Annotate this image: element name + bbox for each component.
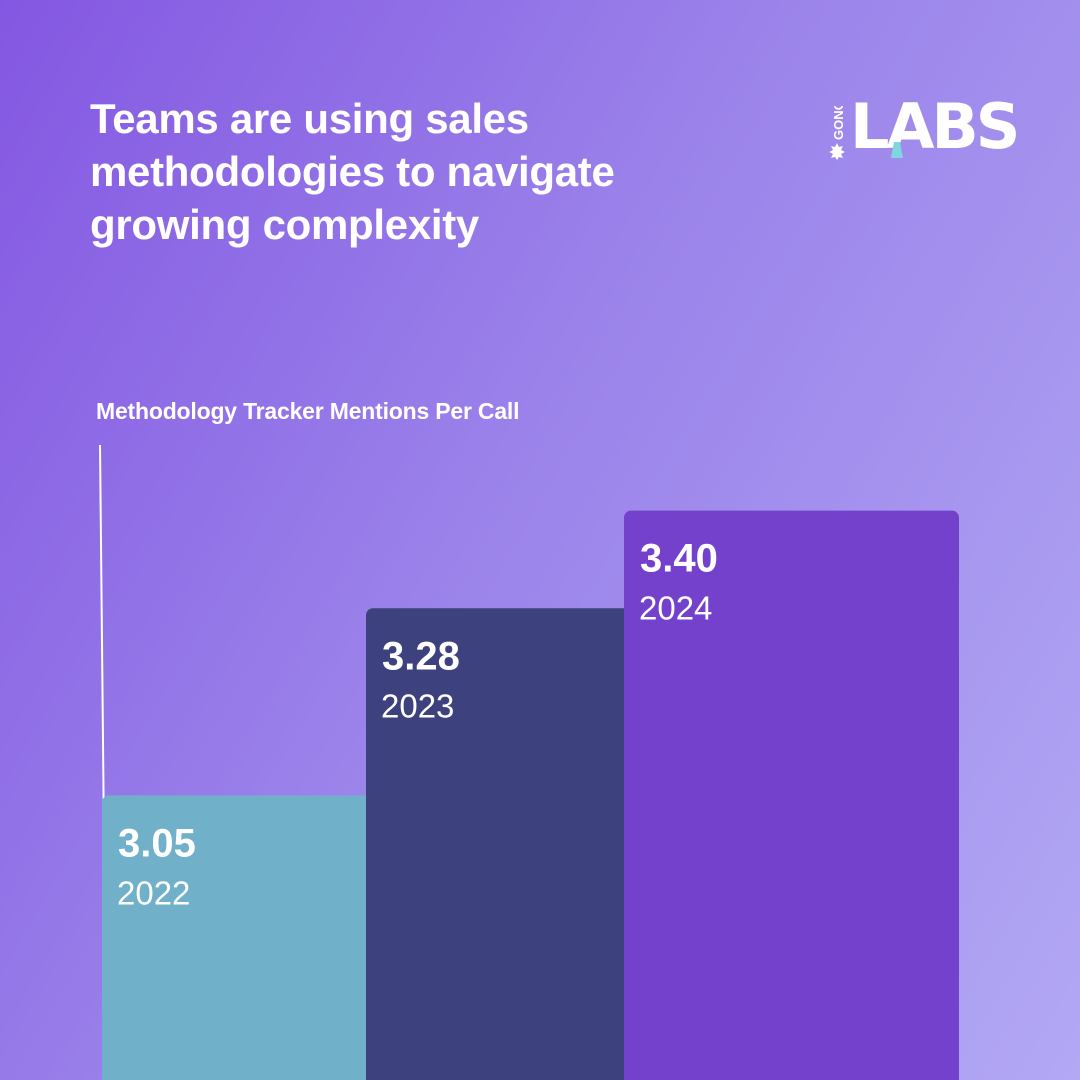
labs-wordmark: LABS — [850, 90, 1020, 163]
category-label-2024: 2024 — [639, 590, 712, 627]
category-label-2022: 2022 — [117, 874, 190, 911]
chart-title: Methodology Tracker Mentions Per Call — [96, 398, 520, 424]
gong-brand-text: GONG — [831, 106, 846, 140]
bar-2023 — [366, 608, 700, 1080]
value-label-2023: 3.28 — [382, 634, 460, 678]
category-label-2023: 2023 — [381, 687, 454, 724]
bar-2022 — [102, 795, 437, 1080]
bar-2024 — [624, 510, 959, 1080]
value-label-2024: 3.40 — [640, 537, 718, 581]
y-axis-line — [99, 444, 105, 841]
value-label-2022: 3.05 — [118, 821, 196, 865]
gong-labs-logo: GONG LABS — [824, 92, 1020, 162]
headline: Teams are using sales methodologies to n… — [90, 95, 615, 248]
gong-logo-icon: GONG — [829, 106, 846, 160]
logo-accent-shape — [891, 142, 903, 158]
